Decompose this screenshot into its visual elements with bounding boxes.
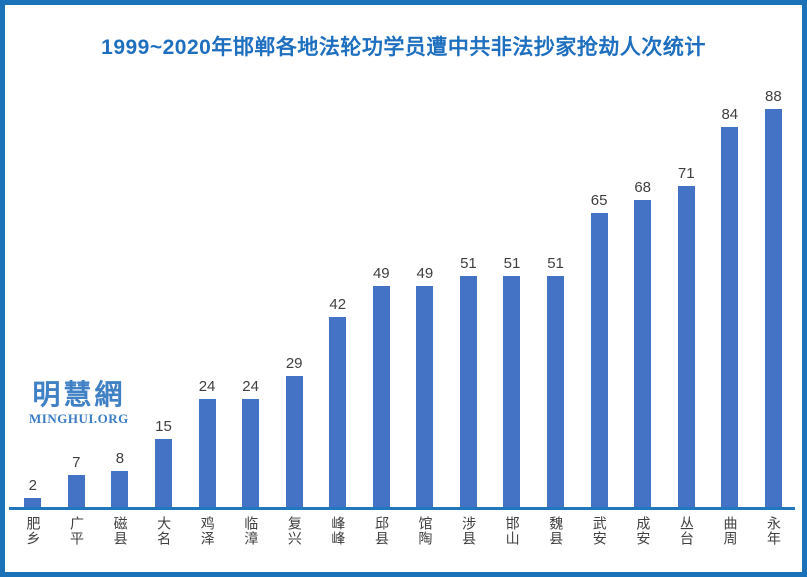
bar xyxy=(677,186,695,507)
minghui-watermark: 明慧網 MINGHUI.ORG xyxy=(29,381,129,427)
bar xyxy=(634,200,652,507)
category-label: 复兴 xyxy=(286,516,303,546)
chart-title: 1999~2020年邯郸各地法轮功学员遭中共非法抄家抢劫人次统计 xyxy=(101,36,706,59)
bar-column: 24 xyxy=(185,80,229,507)
category-label: 肥乡 xyxy=(25,516,42,546)
bar xyxy=(590,213,608,507)
bar xyxy=(416,286,434,507)
bar xyxy=(242,399,260,507)
bar-column: 7 xyxy=(55,80,99,507)
category-label: 馆陶 xyxy=(417,516,434,546)
bar-column: 49 xyxy=(403,80,447,507)
category-label: 邯山 xyxy=(504,516,521,546)
bar-value-label: 68 xyxy=(634,179,651,196)
bar xyxy=(24,498,42,507)
plot-area: 2 7 8 15 24 24 29 42 49 49 51 xyxy=(11,80,795,507)
bar xyxy=(764,109,782,507)
bar-column: 71 xyxy=(664,80,708,507)
bar-column: 15 xyxy=(142,80,186,507)
bar-column: 24 xyxy=(229,80,273,507)
bar xyxy=(67,475,85,507)
bar-column: 42 xyxy=(316,80,360,507)
bar-value-label: 24 xyxy=(242,378,259,395)
bar-value-label: 49 xyxy=(416,265,434,282)
x-axis-line xyxy=(9,507,795,510)
category-label: 大名 xyxy=(156,516,173,546)
bar-value-label: 8 xyxy=(115,450,125,467)
category-label: 永年 xyxy=(766,516,783,546)
bar-column: 84 xyxy=(708,80,752,507)
bar-value-label: 42 xyxy=(329,296,347,313)
bar-value-label: 51 xyxy=(460,255,477,272)
bar-value-label: 7 xyxy=(72,454,81,471)
category-label: 曲周 xyxy=(722,516,739,546)
bar-value-label: 15 xyxy=(155,418,172,435)
category-label: 临漳 xyxy=(243,516,260,546)
bar-column: 49 xyxy=(360,80,404,507)
category-label: 广平 xyxy=(69,516,86,546)
x-axis-labels: 肥乡 广平 磁县 大名 鸡泽 临漳 复兴 峰峰 邱县 馆陶 涉县 邯山 魏县 武… xyxy=(11,516,795,546)
bar-value-label: 71 xyxy=(677,165,695,182)
watermark-cn-text: 明慧網 xyxy=(32,379,126,410)
category-label: 峰峰 xyxy=(330,516,347,546)
category-label: 丛台 xyxy=(678,516,695,546)
category-label: 鸡泽 xyxy=(199,516,216,546)
bar-column: 51 xyxy=(534,80,578,507)
bar xyxy=(503,276,521,507)
bar-value-label: 84 xyxy=(721,106,739,123)
bar xyxy=(329,317,347,507)
bar xyxy=(372,286,390,507)
bar-column: 51 xyxy=(447,80,491,507)
bar-column: 51 xyxy=(490,80,534,507)
bar xyxy=(111,471,129,507)
category-label: 邱县 xyxy=(373,516,390,546)
category-label: 成安 xyxy=(635,516,652,546)
category-label: 武安 xyxy=(591,516,608,546)
watermark-en-text: MINGHUI.ORG xyxy=(29,411,129,426)
bar xyxy=(198,399,216,507)
bar-value-label: 51 xyxy=(547,255,564,272)
bar-value-label: 29 xyxy=(285,355,303,372)
category-label: 磁县 xyxy=(112,516,129,546)
bar-value-label: 2 xyxy=(28,477,37,494)
bar-value-label: 88 xyxy=(765,88,782,105)
category-label: 魏县 xyxy=(548,516,565,546)
category-label: 涉县 xyxy=(461,516,478,546)
bar-column: 2 xyxy=(11,80,55,507)
bar xyxy=(459,276,477,507)
bar-column: 8 xyxy=(98,80,142,507)
bar-column: 68 xyxy=(621,80,665,507)
bar-value-label: 24 xyxy=(198,378,216,395)
bar-column: 29 xyxy=(272,80,316,507)
bar xyxy=(547,276,565,507)
bar-column: 65 xyxy=(577,80,621,507)
bar-value-label: 65 xyxy=(590,192,608,209)
bar xyxy=(285,376,303,507)
bar xyxy=(154,439,172,507)
bar-column: 88 xyxy=(752,80,796,507)
bar-value-label: 51 xyxy=(503,255,521,272)
bar-value-label: 49 xyxy=(372,265,390,282)
bar xyxy=(721,127,739,507)
